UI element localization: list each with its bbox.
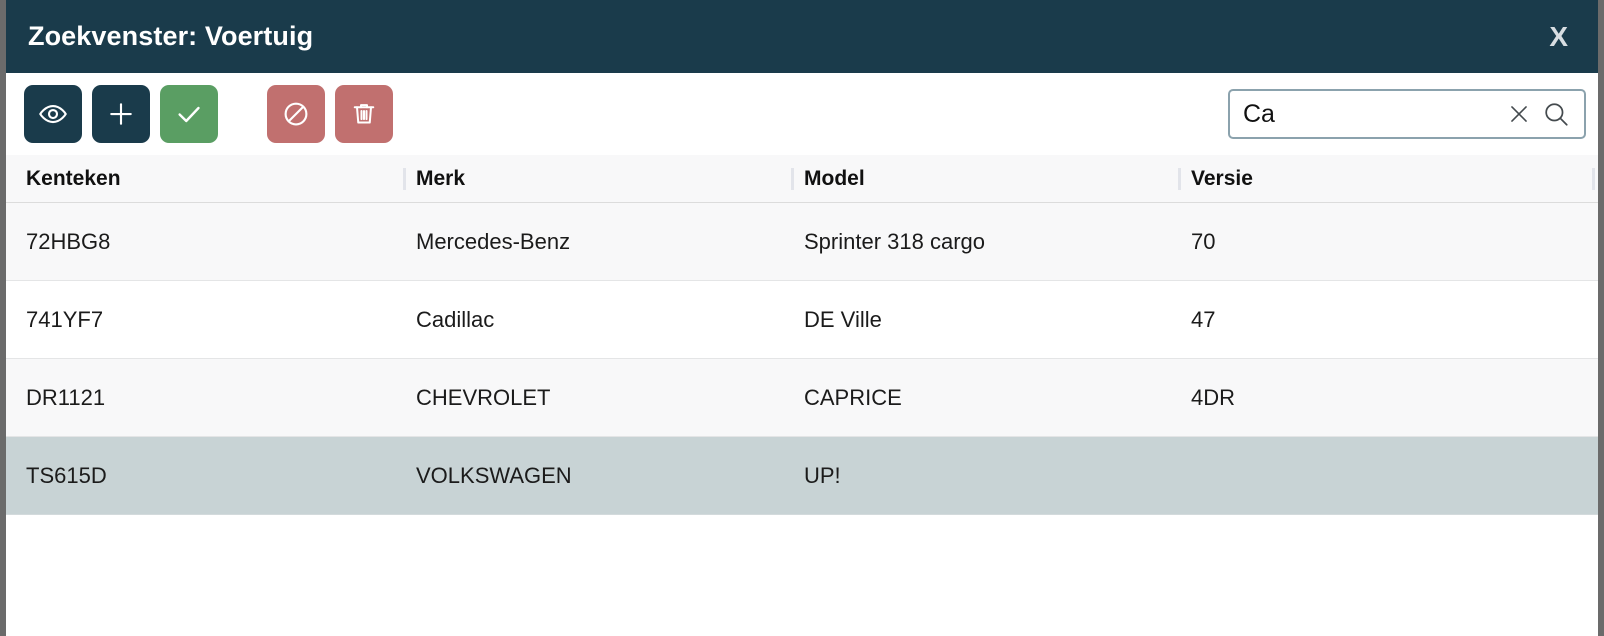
table-empty-area — [6, 515, 1598, 635]
column-header-versie[interactable]: Versie — [1171, 167, 1558, 191]
column-resize-handle[interactable] — [1558, 155, 1598, 203]
close-button[interactable]: X — [1549, 20, 1568, 52]
search-field[interactable] — [1228, 89, 1586, 139]
search-icon[interactable] — [1542, 100, 1570, 128]
table-row-selected[interactable]: TS615D VOLKSWAGEN UP! — [6, 437, 1598, 515]
cell-kenteken: 741YF7 — [26, 306, 104, 332]
cell-merk: CHEVROLET — [416, 384, 551, 410]
dialog-toolbar — [6, 73, 1598, 155]
cell-kenteken: 72HBG8 — [26, 228, 111, 254]
eye-icon — [38, 99, 68, 129]
plus-icon — [106, 99, 136, 129]
check-icon — [174, 99, 204, 129]
table-row[interactable]: 72HBG8 Mercedes-Benz Sprinter 318 cargo … — [6, 203, 1598, 281]
table-row[interactable]: DR1121 CHEVROLET CAPRICE 4DR — [6, 359, 1598, 437]
toolbar-primary-actions — [24, 85, 218, 143]
cell-versie: 4DR — [1191, 384, 1236, 410]
view-button[interactable] — [24, 85, 82, 143]
cell-kenteken: TS615D — [26, 462, 107, 488]
block-button[interactable] — [267, 85, 325, 143]
dialog-title: Zoekvenster: Voertuig — [28, 21, 314, 51]
toolbar-destructive-actions — [267, 85, 393, 143]
cell-model: CAPRICE — [804, 384, 902, 410]
trash-icon — [349, 99, 379, 129]
cell-versie: 70 — [1191, 228, 1216, 254]
delete-button[interactable] — [335, 85, 393, 143]
clear-search-icon[interactable] — [1506, 101, 1532, 127]
column-header-kenteken[interactable]: Kenteken — [26, 166, 121, 190]
cell-versie: 47 — [1191, 306, 1216, 332]
add-button[interactable] — [92, 85, 150, 143]
search-input[interactable] — [1243, 99, 1496, 129]
confirm-button[interactable] — [160, 85, 218, 143]
results-table: Kenteken Merk Model Versie 72HBG8 Merced… — [6, 155, 1598, 635]
cell-model: DE Ville — [804, 306, 882, 332]
cell-merk: Mercedes-Benz — [416, 228, 571, 254]
cell-merk: VOLKSWAGEN — [416, 462, 572, 488]
table-header-row: Kenteken Merk Model Versie — [6, 155, 1598, 203]
cell-kenteken: DR1121 — [26, 384, 106, 410]
cell-model: Sprinter 318 cargo — [804, 228, 985, 254]
dialog-titlebar: Zoekvenster: Voertuig X — [6, 0, 1598, 73]
column-header-model[interactable]: Model — [784, 167, 1171, 191]
table-row[interactable]: 741YF7 Cadillac DE Ville 47 — [6, 281, 1598, 359]
column-header-merk[interactable]: Merk — [396, 167, 784, 191]
cell-merk: Cadillac — [416, 306, 495, 332]
cell-model: UP! — [804, 462, 841, 488]
ban-icon — [281, 99, 311, 129]
